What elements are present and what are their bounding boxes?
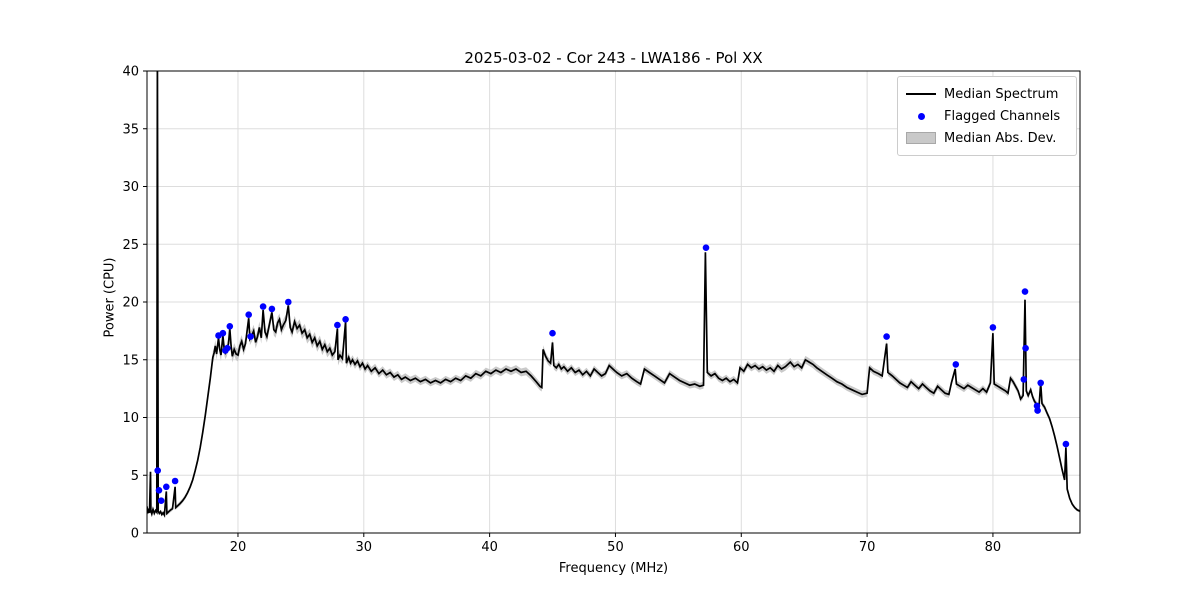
flagged-channel-dot bbox=[259, 303, 267, 310]
flagged-channel-dot bbox=[1021, 288, 1029, 295]
y-tick-label: 40 bbox=[122, 65, 139, 80]
legend-item-median-abs-dev: Median Abs. Dev. bbox=[906, 127, 1066, 149]
flagged-channel-dot bbox=[285, 298, 292, 306]
y-tick-label: 30 bbox=[122, 180, 139, 195]
x-tick-label: 50 bbox=[607, 540, 624, 555]
y-tick-label: 20 bbox=[122, 296, 139, 311]
flagged-channel-dot bbox=[1020, 376, 1028, 383]
flagged-channel-dot bbox=[157, 497, 165, 505]
y-tick-label: 35 bbox=[122, 122, 139, 137]
x-tick-label: 30 bbox=[356, 540, 373, 555]
flagged-channel-dot bbox=[247, 333, 254, 340]
flagged-channel-dot bbox=[1034, 407, 1041, 414]
x-tick-label: 40 bbox=[481, 540, 498, 555]
median-spectrum-line-icon bbox=[906, 93, 936, 95]
flagged-channel-dot bbox=[219, 329, 227, 337]
y-tick-label: 0 bbox=[131, 527, 139, 542]
legend-item-median-spectrum: Median Spectrum bbox=[906, 83, 1066, 105]
mad-band-patch-icon bbox=[906, 132, 936, 144]
flagged-channel-dot bbox=[155, 487, 163, 494]
flagged-channel-dot bbox=[245, 311, 252, 319]
y-tick-label: 5 bbox=[131, 469, 139, 484]
flagged-channel-dot-icon bbox=[906, 112, 936, 120]
legend-label: Flagged Channels bbox=[944, 108, 1061, 124]
x-tick-label: 80 bbox=[985, 540, 1002, 555]
x-tick-label: 70 bbox=[859, 540, 876, 555]
flagged-channel-dot bbox=[952, 361, 960, 368]
flagged-channel-dot bbox=[702, 244, 710, 251]
flagged-channel-dot bbox=[1037, 379, 1044, 387]
x-axis-label: Frequency (MHz) bbox=[558, 561, 669, 576]
flagged-channel-dot bbox=[226, 323, 234, 330]
flagged-channel-dot bbox=[268, 305, 276, 313]
x-tick-label: 20 bbox=[230, 540, 247, 555]
legend-label: Median Abs. Dev. bbox=[944, 130, 1057, 146]
plot-title: 2025-03-02 - Cor 243 - LWA186 - Pol XX bbox=[464, 49, 763, 67]
flagged-channel-dot bbox=[342, 316, 349, 323]
flagged-channel-dot bbox=[163, 483, 170, 491]
y-axis-label: Power (CPU) bbox=[102, 257, 118, 338]
x-tick-label: 60 bbox=[733, 540, 750, 555]
flagged-channel-dot bbox=[224, 344, 231, 352]
flagged-channel-dot bbox=[1062, 440, 1070, 448]
legend-item-flagged-channels: Flagged Channels bbox=[906, 105, 1066, 127]
flagged-channel-dot bbox=[549, 329, 556, 337]
legend-label: Median Spectrum bbox=[944, 86, 1059, 102]
flagged-channel-dot bbox=[154, 467, 161, 474]
flagged-channel-dot bbox=[883, 333, 890, 340]
legend-box: Median Spectrum Flagged Channels Median … bbox=[897, 76, 1077, 156]
y-tick-label: 25 bbox=[122, 238, 139, 253]
flagged-channel-dot bbox=[334, 321, 341, 329]
flagged-channel-dot bbox=[171, 477, 179, 485]
flagged-channel-dot bbox=[989, 324, 997, 331]
median-spectrum-line bbox=[147, 71, 1080, 518]
flagged-channel-dot bbox=[1022, 344, 1029, 352]
y-tick-label: 15 bbox=[122, 353, 139, 368]
y-tick-label: 10 bbox=[122, 411, 139, 426]
